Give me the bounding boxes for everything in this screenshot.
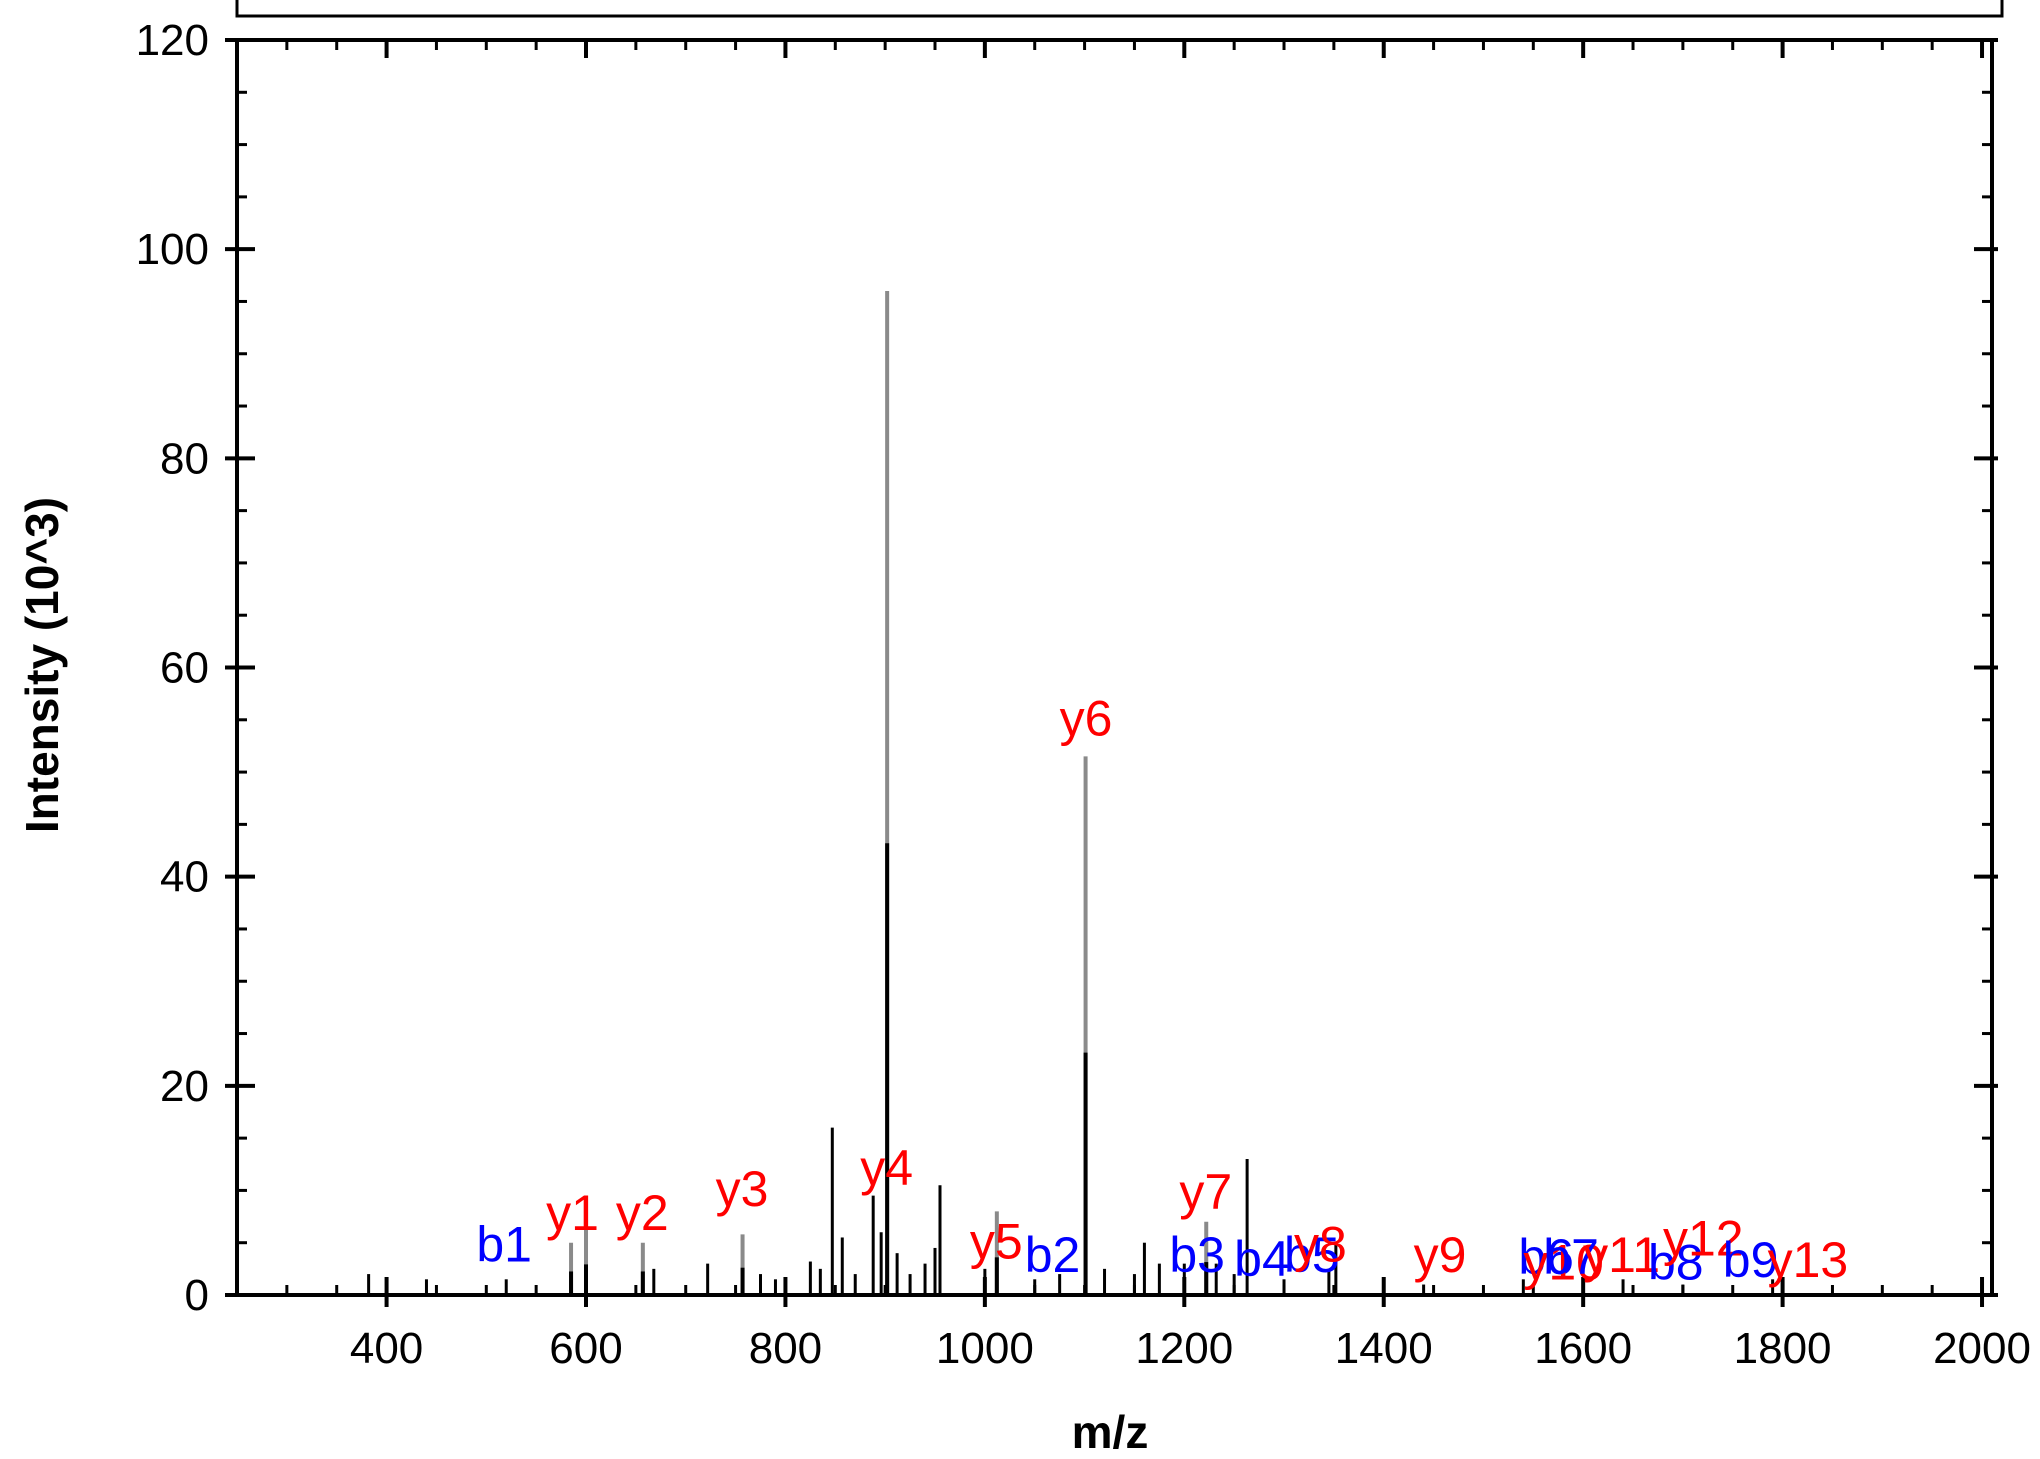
- peaks-layer: [367, 291, 1775, 1295]
- y-ion-label: y12: [1663, 1210, 1744, 1266]
- y-ion-label: y7: [1179, 1164, 1232, 1220]
- y-ion-label: y2: [616, 1185, 669, 1241]
- y-ion-label: y8: [1294, 1217, 1347, 1273]
- y-ion-label: y5: [970, 1213, 1023, 1269]
- title-box: [235, 0, 2004, 18]
- b-ion-label: b9: [1723, 1232, 1779, 1288]
- x-tick-label: 800: [749, 1324, 822, 1373]
- b-ion-label: b4: [1234, 1231, 1290, 1287]
- b-ion-label: b8: [1648, 1234, 1704, 1290]
- y-ion-label: y13: [1768, 1232, 1849, 1288]
- y-ion-label: y9: [1414, 1227, 1467, 1283]
- x-axis-title: m/z: [1072, 1406, 1149, 1458]
- b-ion-label: b1: [476, 1217, 532, 1273]
- x-tick-label: 1400: [1335, 1324, 1433, 1373]
- x-tick-label: 1200: [1135, 1324, 1233, 1373]
- x-tick-label: 600: [549, 1324, 622, 1373]
- axes-layer: 0 20 40 60 80 100 120 400 600 800 1000 1200 1400 1600…: [136, 16, 2031, 1373]
- b-ion-label: b5: [1284, 1227, 1340, 1283]
- x-tick-label: 1000: [936, 1324, 1034, 1373]
- x-tick-label: 1800: [1734, 1324, 1832, 1373]
- y-tick-label: 0: [185, 1271, 209, 1320]
- x-tick-label: 1600: [1534, 1324, 1632, 1373]
- b-ion-label: b3: [1169, 1227, 1225, 1283]
- y-tick-label: 60: [160, 644, 209, 693]
- b-ion-label: b2: [1025, 1227, 1081, 1283]
- y-axis-title: Intensity (10^3): [16, 497, 68, 833]
- x-tick-label: 400: [350, 1324, 423, 1373]
- y-ion-label: y11: [1583, 1227, 1660, 1283]
- y-tick-label: 40: [160, 853, 209, 902]
- b-ion-label: b6: [1518, 1229, 1574, 1285]
- y-tick-label: 120: [136, 16, 209, 65]
- y-tick-label: 100: [136, 225, 209, 274]
- y-ion-label: y4: [860, 1140, 913, 1196]
- b-ion-label: b7: [1543, 1229, 1599, 1285]
- y-ion-label: y3: [716, 1161, 769, 1217]
- y-tick-label: 80: [160, 434, 209, 483]
- x-tick-label: 2000: [1933, 1324, 2031, 1373]
- y-tick-label: 20: [160, 1062, 209, 1111]
- y-ion-label: y10: [1523, 1234, 1604, 1290]
- y-ion-label: y1: [546, 1185, 599, 1241]
- y-ion-label: y6: [1060, 690, 1113, 746]
